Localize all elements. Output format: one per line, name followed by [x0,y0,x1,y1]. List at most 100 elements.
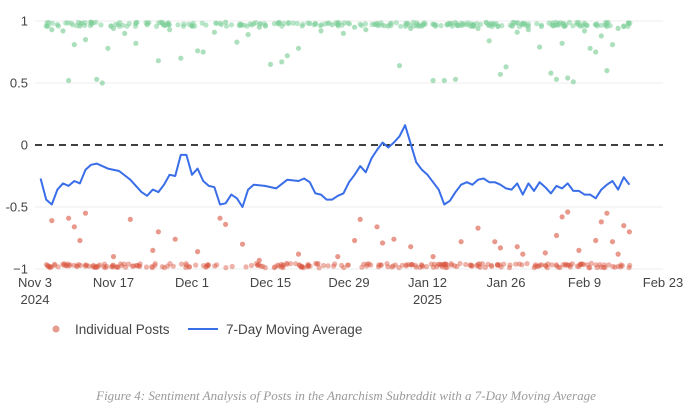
x-tick-label: Dec 1 [175,275,209,290]
post-point [390,263,396,269]
post-point [485,261,491,267]
post-point [475,263,482,269]
post-point [562,262,568,268]
post-point [82,20,88,26]
legend: Individual Posts 7-Day Moving Average [52,322,362,337]
post-point [251,21,257,27]
post-point [113,264,119,270]
post-point [52,262,58,268]
post-point [214,20,220,26]
post-point [294,20,300,27]
post-point [606,262,612,268]
post-point [66,77,72,84]
post-point [621,23,627,29]
post-point [443,265,449,271]
post-point [99,80,105,86]
post-point [155,229,161,235]
post-point [434,264,440,270]
post-point [105,45,111,51]
post-point [307,20,313,27]
post-point [109,263,116,269]
post-point [178,55,184,61]
post-point [538,22,545,28]
post-point [489,263,495,269]
post-point [49,218,55,224]
post-point [82,37,89,43]
post-point [452,76,459,82]
post-point [615,251,621,257]
post-point [467,262,473,268]
post-point [345,262,351,268]
post-point [359,22,365,29]
post-point [553,232,560,239]
post-point [152,262,158,269]
post-point [586,265,592,271]
post-point [392,262,398,268]
post-point [374,20,380,27]
post-point [455,23,461,29]
post-point [144,22,150,28]
post-point [593,237,599,244]
post-point [419,263,425,269]
post-point [408,262,414,268]
post-point [48,264,55,270]
post-point [601,265,607,271]
post-point [476,261,483,267]
post-point [305,261,311,268]
post-point [203,264,209,270]
post-point [533,262,539,268]
y-tick-label: 1 [21,14,28,29]
post-point [539,262,545,268]
post-point [577,261,583,267]
post-point [574,263,580,269]
post-point [64,263,70,269]
post-point [136,263,142,269]
post-point [578,261,584,267]
post-point [430,264,436,270]
post-point [615,263,621,269]
scatter-points [43,19,633,271]
post-point [195,48,201,54]
post-point [570,23,576,29]
post-point [555,264,562,270]
post-point [90,263,96,269]
post-point [314,261,320,267]
post-point [593,22,599,28]
post-point [71,224,77,230]
post-point [357,216,363,222]
post-point [133,40,139,46]
post-point [609,42,616,48]
post-point [115,264,121,270]
post-point [161,265,168,271]
post-point [437,261,443,267]
post-point [430,77,436,84]
post-point [200,49,206,55]
post-point [514,29,520,35]
post-point [553,262,560,268]
post-point [113,21,119,27]
post-point [626,229,633,235]
post-point [301,265,307,271]
post-point [627,262,633,268]
post-point [482,264,488,270]
post-point [588,260,595,266]
post-point [313,21,319,27]
y-tick-label: −1 [13,262,28,277]
post-point [444,264,450,270]
post-point [211,29,217,35]
post-point [82,210,89,216]
post-point [74,263,80,269]
post-point [126,261,132,267]
post-point [189,23,195,29]
post-point [438,23,444,29]
post-point [335,254,341,260]
post-point [559,40,565,46]
post-point [604,20,610,26]
post-point [448,20,454,27]
post-point [574,19,580,26]
post-point [109,264,115,270]
post-point [593,262,599,268]
post-point [295,45,302,51]
legend-marker-individual-posts [52,325,60,333]
post-point [90,262,97,268]
